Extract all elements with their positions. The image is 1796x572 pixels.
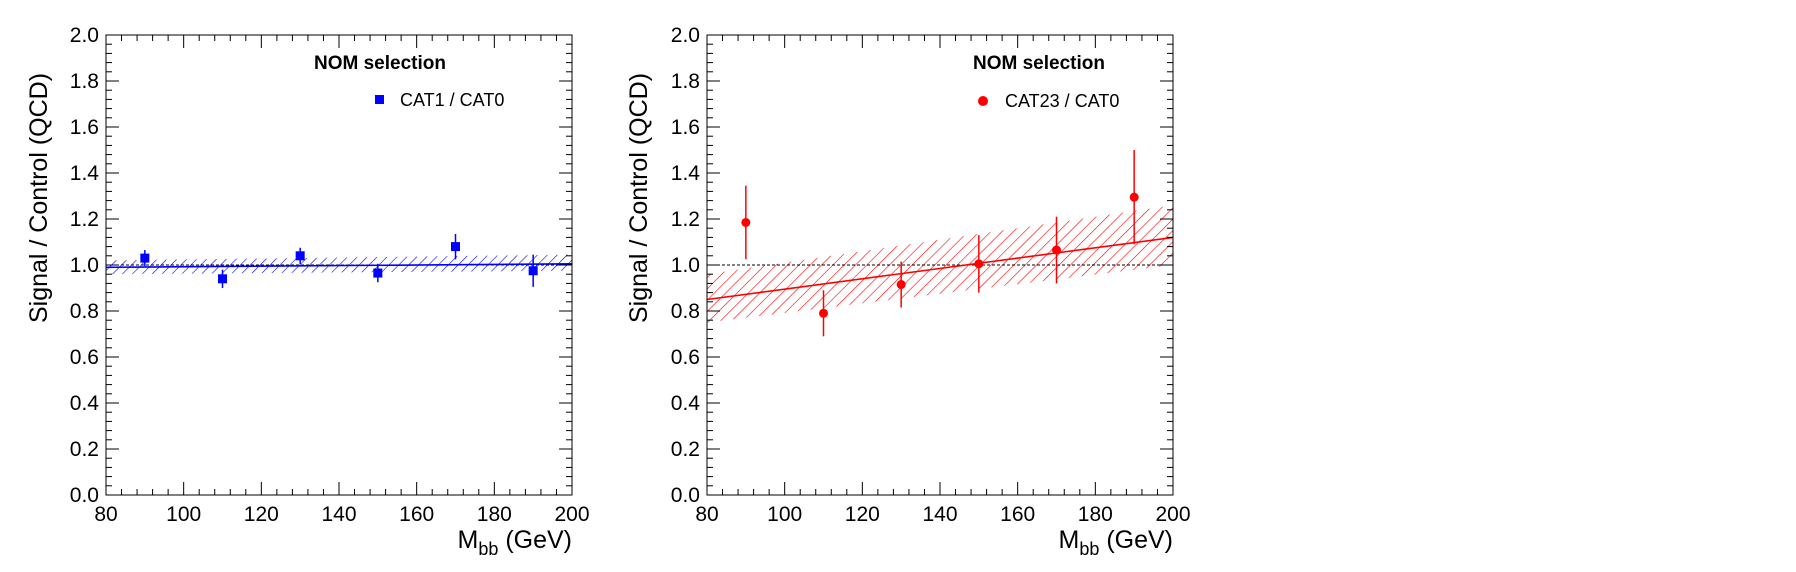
- fit-band-left: [106, 254, 572, 275]
- x-axis-label-right: Mbb (GeV): [1059, 526, 1173, 559]
- legend-header-left: NOM selection: [314, 53, 446, 74]
- legend-marker-square-left: [375, 95, 384, 104]
- y-tick-label-left: 0.8: [70, 300, 99, 323]
- x-tick-label-right: 140: [922, 503, 957, 526]
- chart-panel-left: 0.0 0.2 0.4 0.6 0.8 1.0 1.2 1.4 1.6 1.8 2.0 80 100 12…: [25, 24, 590, 559]
- fit-line-right: [706, 236, 1174, 301]
- x-axis-label-main-right: M: [1059, 526, 1080, 554]
- x-axis-label-unit-right: (GeV): [1099, 526, 1173, 554]
- x-axis-label-sub-right: bb: [1079, 539, 1099, 559]
- y-tick-label-left: 1.6: [70, 116, 99, 139]
- data-point-right: [1052, 245, 1061, 255]
- data-point-left: [451, 242, 460, 252]
- data-point-right: [974, 259, 984, 269]
- y-tick-label-left: 0.2: [70, 438, 99, 461]
- y-tick-label-right: 2.0: [671, 24, 700, 47]
- x-tick-label-left: 100: [166, 503, 201, 526]
- x-axis-label-unit-left: (GeV): [498, 526, 572, 554]
- x-tick-label-right: 80: [695, 503, 718, 526]
- x-tick-label-right: 120: [845, 503, 880, 526]
- plot-area-right: 0.0 0.2 0.4 0.6 0.8 1.0 1.2 1.4 1.6 1.8 2.0 80 100 12…: [671, 24, 1191, 526]
- y-tick-label-right: 1.0: [671, 254, 700, 277]
- plot-area-left: 0.0 0.2 0.4 0.6 0.8 1.0 1.2 1.4 1.6 1.8 2.0 80 100 12…: [70, 24, 590, 526]
- x-tick-label-right: 180: [1078, 503, 1113, 526]
- legend-label-left: CAT1 / CAT0: [400, 90, 504, 110]
- y-tick-label-left: 1.2: [70, 208, 99, 231]
- y-tick-label-left: 2.0: [70, 24, 99, 47]
- y-tick-label-right: 0.6: [671, 346, 700, 369]
- data-point-left: [140, 253, 150, 263]
- y-tick-label-left: 0.4: [70, 392, 100, 415]
- data-point-right: [741, 217, 751, 227]
- y-tick-label-right: 1.4: [671, 162, 701, 185]
- legend-marker-circle-right: [978, 96, 988, 106]
- y-axis-label-right: Signal / Control (QCD): [625, 73, 653, 323]
- legend-header-right: NOM selection: [973, 53, 1105, 74]
- x-axis-label-main-left: M: [458, 526, 479, 554]
- y-tick-label-left: 1.8: [70, 70, 99, 93]
- y-tick-label-left: 0.0: [70, 484, 99, 507]
- y-tick-label-right: 0.2: [671, 438, 700, 461]
- data-point-left: [295, 251, 305, 261]
- legend-label-right: CAT23 / CAT0: [1005, 91, 1119, 111]
- x-tick-label-right: 200: [1155, 503, 1190, 526]
- x-tick-label-left: 180: [477, 503, 512, 526]
- y-tick-label-right: 1.2: [671, 208, 700, 231]
- fit-line-left: [105, 263, 573, 269]
- data-point-left: [528, 266, 538, 276]
- x-axis-label-sub-left: bb: [478, 539, 498, 559]
- y-tick-label-right: 0.4: [671, 392, 701, 415]
- data-point-left: [218, 274, 227, 284]
- y-tick-label-right: 1.8: [671, 70, 700, 93]
- x-tick-label-left: 140: [321, 503, 356, 526]
- y-tick-label-right: 0.0: [671, 484, 700, 507]
- data-point-right: [896, 280, 906, 290]
- x-tick-label-right: 100: [767, 503, 802, 526]
- x-axis-label-left: Mbb (GeV): [458, 526, 572, 559]
- data-point-right: [819, 308, 828, 318]
- data-point-left: [373, 268, 383, 278]
- y-tick-label-right: 0.8: [671, 300, 700, 323]
- y-axis-label-left: Signal / Control (QCD): [25, 73, 53, 323]
- x-tick-label-left: 160: [399, 503, 434, 526]
- y-tick-label-right: 1.6: [671, 116, 700, 139]
- y-tick-label-left: 1.4: [70, 162, 100, 185]
- data-point-right: [1129, 192, 1139, 202]
- x-tick-label-left: 120: [244, 503, 279, 526]
- x-tick-label-left: 80: [94, 503, 117, 526]
- chart-panel-right: 0.0 0.2 0.4 0.6 0.8 1.0 1.2 1.4 1.6 1.8 2.0 80 100 12…: [625, 24, 1191, 559]
- x-tick-label-left: 200: [554, 503, 589, 526]
- y-tick-label-left: 0.6: [70, 346, 99, 369]
- x-tick-label-right: 160: [1000, 503, 1035, 526]
- y-tick-label-left: 1.0: [70, 254, 99, 277]
